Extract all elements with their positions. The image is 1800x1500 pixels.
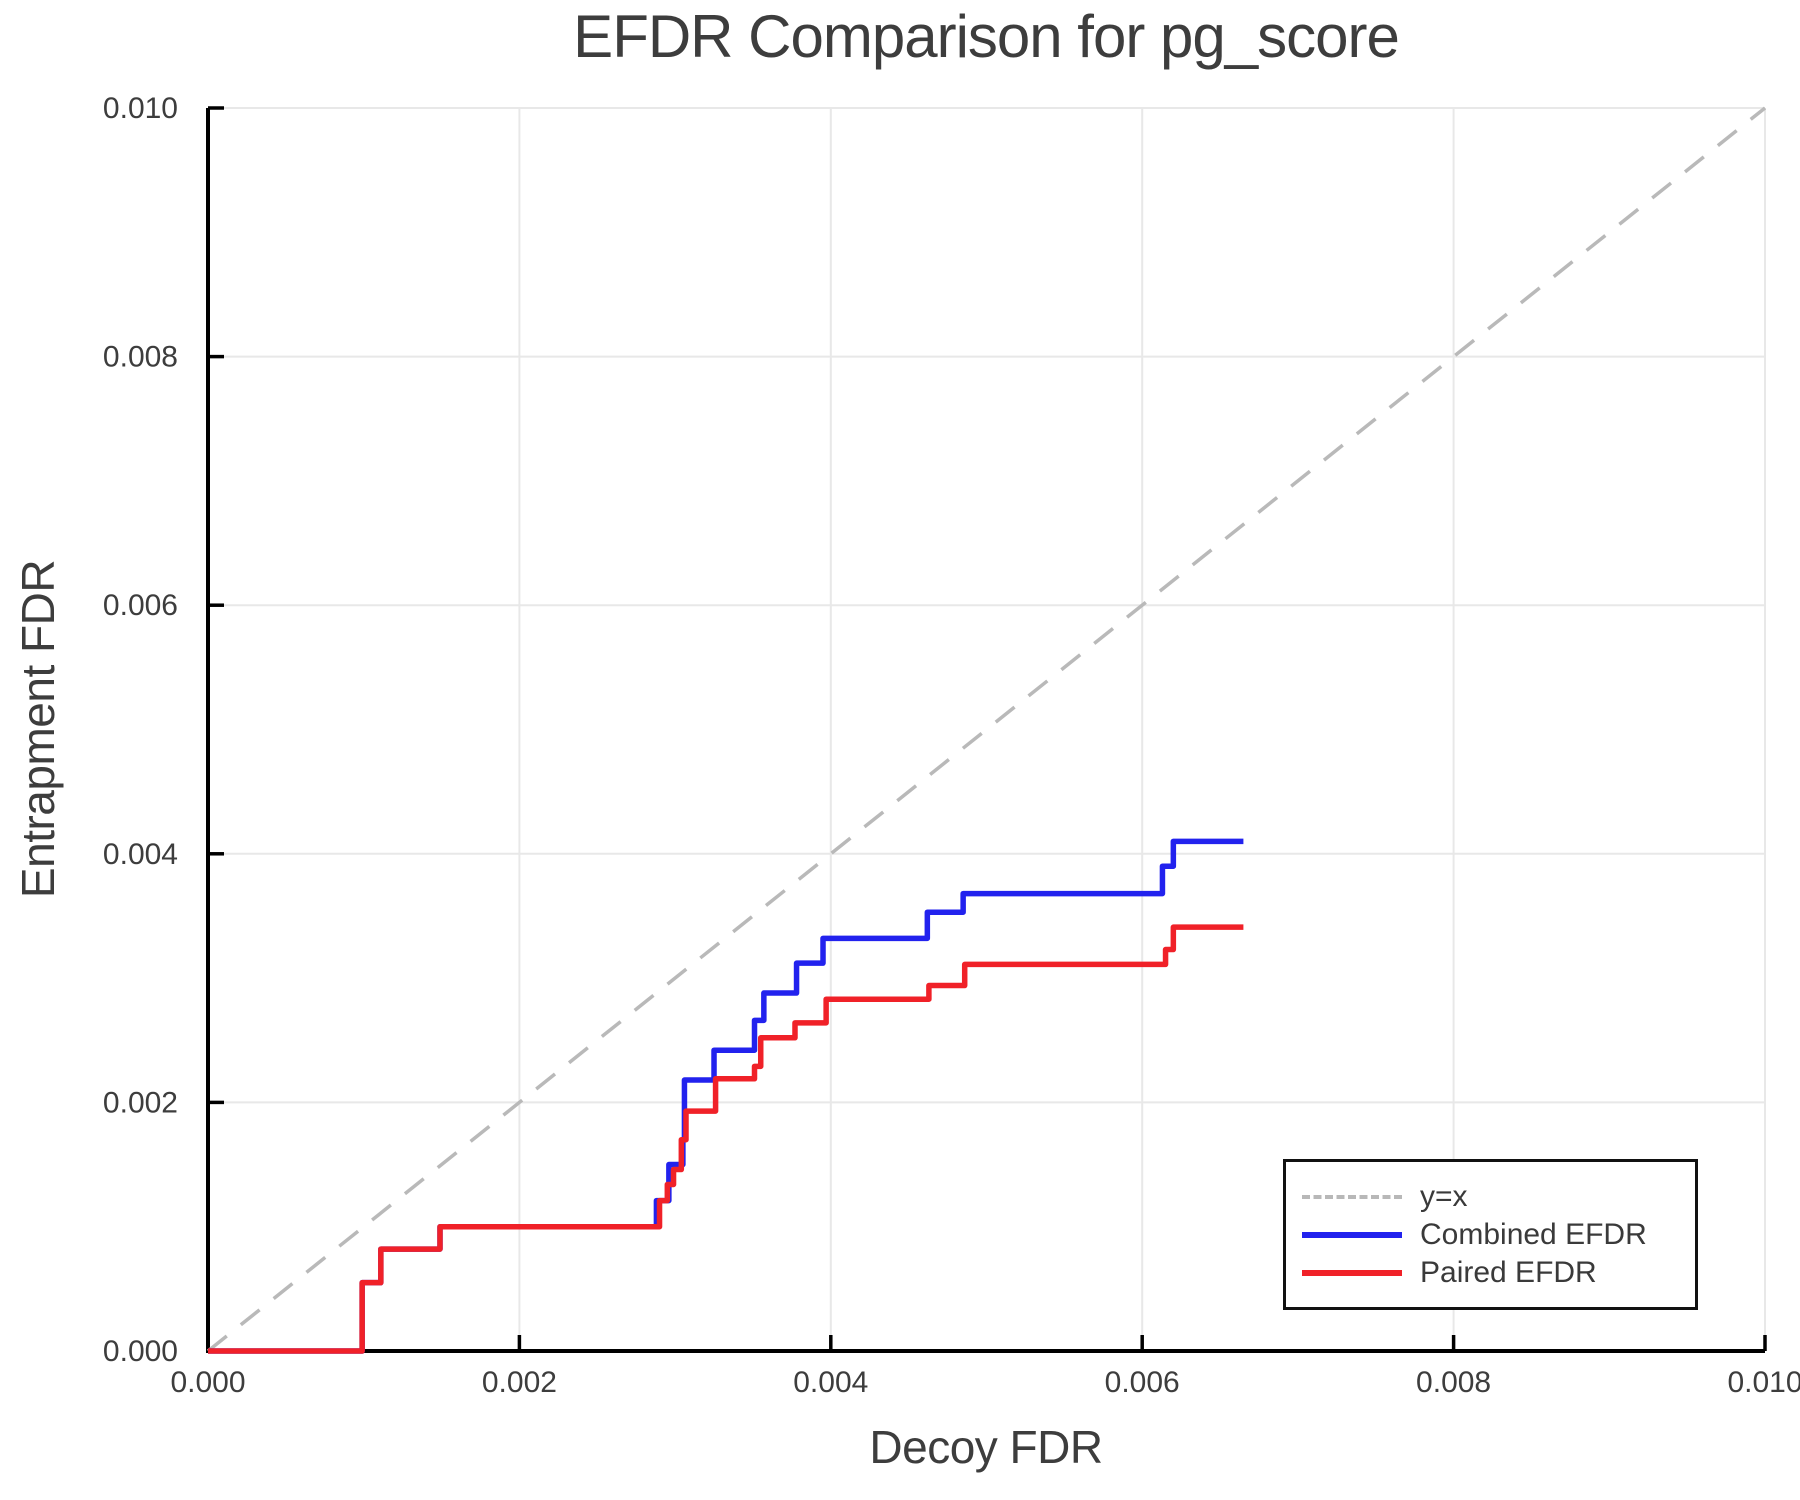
y-tick-label: 0.008 [103,341,178,374]
y-tick-label: 0.006 [103,589,178,622]
chart-title: EFDR Comparison for pg_score [573,3,1400,70]
x-tick-label: 0.008 [1416,1366,1491,1399]
red-line-sample-icon [1302,1269,1402,1276]
y-tick-label: 0.010 [103,92,178,125]
x-tick-label: 0.000 [170,1366,245,1399]
legend: y=x Combined EFDR Paired EFDR [1283,1159,1698,1310]
legend-label: Paired EFDR [1420,1255,1597,1289]
blue-line-sample-icon [1302,1231,1402,1238]
reference-line-y-equals-x [206,106,1767,1353]
x-tick-label: 0.002 [482,1366,557,1399]
legend-item-combined: Combined EFDR [1302,1216,1695,1254]
legend-label: Combined EFDR [1420,1217,1647,1251]
x-tick-label: 0.010 [1727,1366,1800,1399]
series-path-combined-efdr [208,838,1244,1354]
legend-item-yx: y=x [1302,1178,1695,1216]
dashed-line-sample-icon [1302,1194,1402,1199]
y-tick-label: 0.000 [103,1335,178,1368]
x-tick-label: 0.004 [793,1366,868,1399]
series-path-paired-efdr [208,924,1244,1354]
y-tick-label: 0.002 [103,1086,178,1119]
x-axis-label: Decoy FDR [869,1421,1103,1473]
x-tick-label: 0.006 [1105,1366,1180,1399]
legend-label: y=x [1420,1179,1468,1213]
y-tick-label: 0.004 [103,838,178,871]
legend-item-paired: Paired EFDR [1302,1254,1695,1292]
